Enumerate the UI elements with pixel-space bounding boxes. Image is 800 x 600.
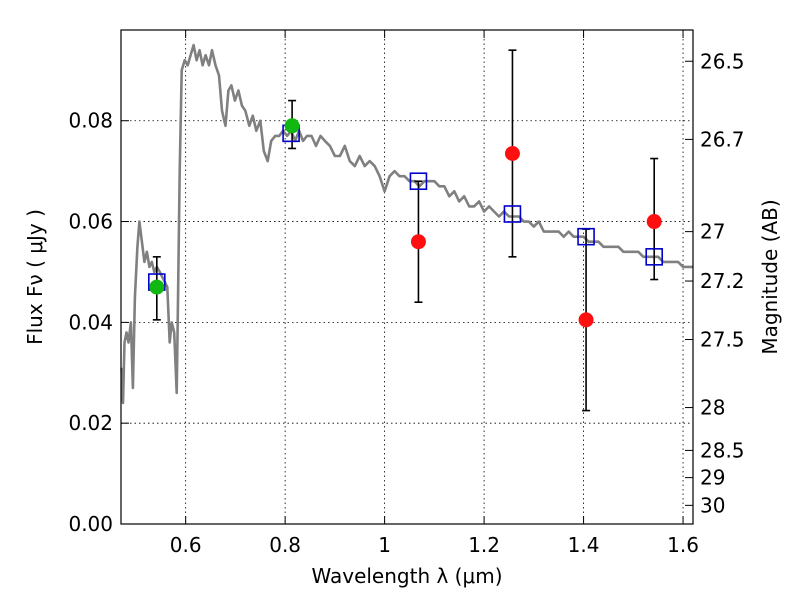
right-tick-label: 26.7 bbox=[700, 127, 745, 151]
error-bars bbox=[152, 49, 659, 412]
x-tick-label: 1 bbox=[378, 533, 391, 557]
y-tick-label: 0.04 bbox=[68, 310, 113, 334]
x-tick-label: 1.6 bbox=[667, 533, 699, 557]
y-axis-title: Flux Fν ( μJy ) bbox=[23, 209, 47, 345]
model-photometry-square bbox=[645, 248, 664, 266]
observed-point bbox=[646, 214, 662, 230]
right-tick-label: 27 bbox=[700, 220, 725, 244]
right-tick-label: 29 bbox=[700, 466, 725, 490]
x-axis-title: Wavelength λ (μm) bbox=[311, 564, 502, 588]
observed-point bbox=[410, 234, 426, 250]
observed-point bbox=[504, 146, 520, 161]
y-tick-label: 0.02 bbox=[68, 411, 113, 435]
plot-frame bbox=[120, 29, 694, 525]
right-tick-label: 26.5 bbox=[700, 49, 745, 73]
y-tick-label: 0.08 bbox=[68, 109, 113, 133]
observed-point bbox=[149, 279, 165, 295]
observed-point bbox=[284, 118, 300, 134]
right-tick-label: 27.5 bbox=[700, 328, 745, 352]
observed-point bbox=[578, 312, 594, 328]
right-tick-label: 28.5 bbox=[700, 438, 745, 462]
sed-curve-layer bbox=[120, 43, 693, 405]
axis-ticks bbox=[121, 30, 693, 525]
y-tick-labels: 0.00 0.02 0.04 0.06 0.08 bbox=[68, 109, 113, 536]
model-photometry-squares bbox=[148, 124, 664, 291]
model-photometry-square bbox=[577, 227, 595, 246]
x-tick-labels: 0.6 0.8 1 1.2 1.4 1.6 bbox=[170, 533, 699, 557]
right-tick-label: 27.2 bbox=[700, 269, 745, 293]
model-photometry-square bbox=[503, 205, 522, 223]
right-tick-label: 30 bbox=[700, 493, 725, 517]
x-tick-label: 0.6 bbox=[170, 533, 202, 557]
right-axis-title: Magnitude (AB) bbox=[758, 199, 782, 354]
x-tick-label: 0.8 bbox=[269, 533, 301, 557]
model-photometry-square bbox=[409, 172, 428, 191]
x-tick-label: 1.4 bbox=[568, 533, 600, 557]
right-tick-label: 28 bbox=[700, 396, 725, 420]
model-sed-line bbox=[120, 43, 693, 405]
grid-lines bbox=[121, 30, 693, 524]
y-tick-label: 0.00 bbox=[68, 512, 113, 536]
y-tick-label: 0.06 bbox=[68, 210, 113, 234]
x-tick-label: 1.2 bbox=[468, 533, 500, 557]
observed-points bbox=[149, 118, 662, 328]
right-tick-labels: 26.5 26.7 27 27.2 27.5 28 28.5 29 30 bbox=[700, 49, 745, 517]
